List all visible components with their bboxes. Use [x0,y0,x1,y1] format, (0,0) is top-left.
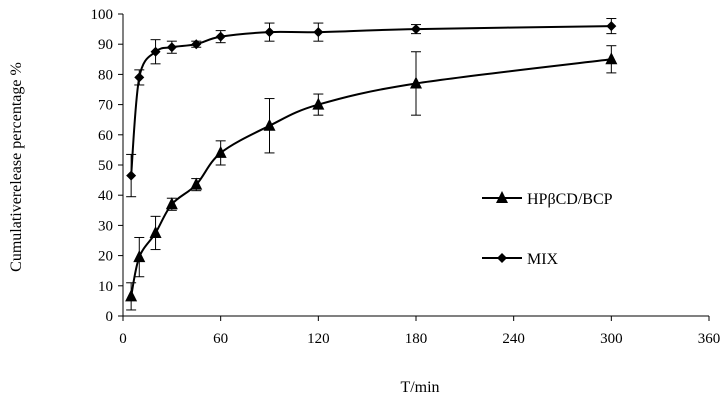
data-point-mix [606,21,617,32]
axes: 0 10 20 30 40 50 60 70 80 90 100 0 60 120 180 240 300 360 [91,7,721,347]
legend-marker-hpbcd-bcp [496,191,508,203]
y-tick-label: 70 [98,98,113,114]
series-hpbcd-bcp [125,45,618,311]
data-point-hpbcd-bcp [312,97,325,110]
data-point-hpbcd-bcp [149,225,162,238]
y-tick-label: 80 [98,67,113,83]
y-tick-label: 50 [98,158,113,174]
x-tick-label: 240 [502,331,525,347]
x-axis-label: T/min [400,379,439,396]
series-line-mix [130,25,612,176]
data-point-mix [150,46,161,57]
legend-item-hpbcd-bcp: HPβCD/BCP [482,191,613,208]
y-tick-label: 60 [98,128,113,144]
data-point-mix [313,27,324,38]
y-tick-label: 100 [91,7,114,23]
x-tick-label: 0 [119,331,127,347]
data-point-hpbcd-bcp [165,197,178,210]
data-point-mix [411,24,421,35]
data-point-hpbcd-bcp [605,52,618,65]
legend-label-mix: MIX [527,251,559,268]
y-tick-label: 40 [98,188,113,204]
y-axis-label: Cumulativerelease percentage % [8,62,25,272]
y-tick-label: 90 [98,37,113,53]
x-tick-label: 60 [213,331,228,347]
data-point-mix [191,39,202,50]
data-point-hpbcd-bcp [133,250,146,263]
x-tick-label: 120 [307,331,330,347]
legend-marker-mix [497,253,507,263]
data-point-hpbcd-bcp [214,145,227,158]
legend: HPβCD/BCP MIX [482,191,613,268]
y-tick-label: 10 [98,279,113,295]
data-point-mix [166,42,177,53]
y-tick-label: 0 [106,309,114,325]
data-point-hpbcd-bcp [125,289,138,302]
data-point-hpbcd-bcp [410,76,422,89]
data-point-mix [215,31,226,42]
y-tick-label: 20 [98,249,113,265]
data-point-mix [264,27,275,38]
series-mix [126,18,617,198]
data-point-mix [134,72,145,83]
y-tick-label: 30 [98,218,113,234]
x-tick-label: 300 [600,331,623,347]
data-point-hpbcd-bcp [190,177,203,190]
x-tick-label: 180 [405,331,428,347]
legend-item-mix: MIX [482,251,559,268]
data-point-hpbcd-bcp [263,118,276,131]
series-layer [125,18,618,311]
legend-label-hpbcd-bcp: HPβCD/BCP [527,191,613,208]
data-point-mix [126,170,137,181]
x-tick-label: 360 [698,331,721,347]
